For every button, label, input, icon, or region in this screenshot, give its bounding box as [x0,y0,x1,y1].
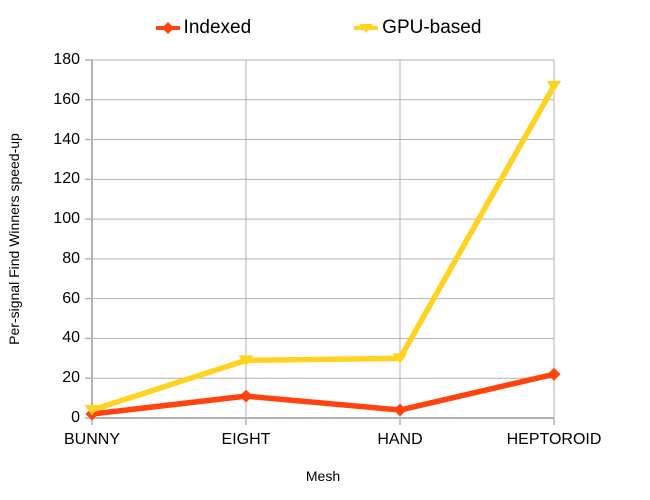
triangle-down-marker-icon [354,24,379,33]
x-tick-label-eight: EIGHT [221,431,271,448]
y-tick-label: 60 [62,289,80,307]
legend-item-indexed: Indexed [155,15,252,41]
x-tick-label-hand: HAND [377,431,423,448]
x-tick-label-bunny: BUNNY [63,431,121,448]
y-tick-label: 120 [53,170,80,188]
y-tick-label: 160 [53,90,80,108]
y-tick-label: 140 [53,130,80,148]
legend-item-gpu-based: GPU-based [353,15,481,41]
legend-label-gpu-based: GPU-based [382,17,482,38]
diamond-glyph [161,22,174,34]
y-tick-label: 20 [62,369,80,387]
legend-label-indexed: Indexed [183,17,252,38]
y-tick-label: 0 [71,409,80,426]
y-tick-label: 180 [53,51,80,68]
y-tick-label: 80 [62,249,80,267]
y-tick-label: 100 [53,210,80,228]
chart-legend: Indexed GPU-based [0,15,636,41]
y-axis-title: Per-signal Find Winners speed-up [6,133,22,345]
triangle-down-glyph [359,24,374,33]
x-tick-label-heptoroid: HEPTOROID [506,431,602,448]
y-tick-label: 40 [62,329,80,347]
diamond-marker-icon [155,22,180,34]
x-axis-title: Mesh [305,468,341,484]
